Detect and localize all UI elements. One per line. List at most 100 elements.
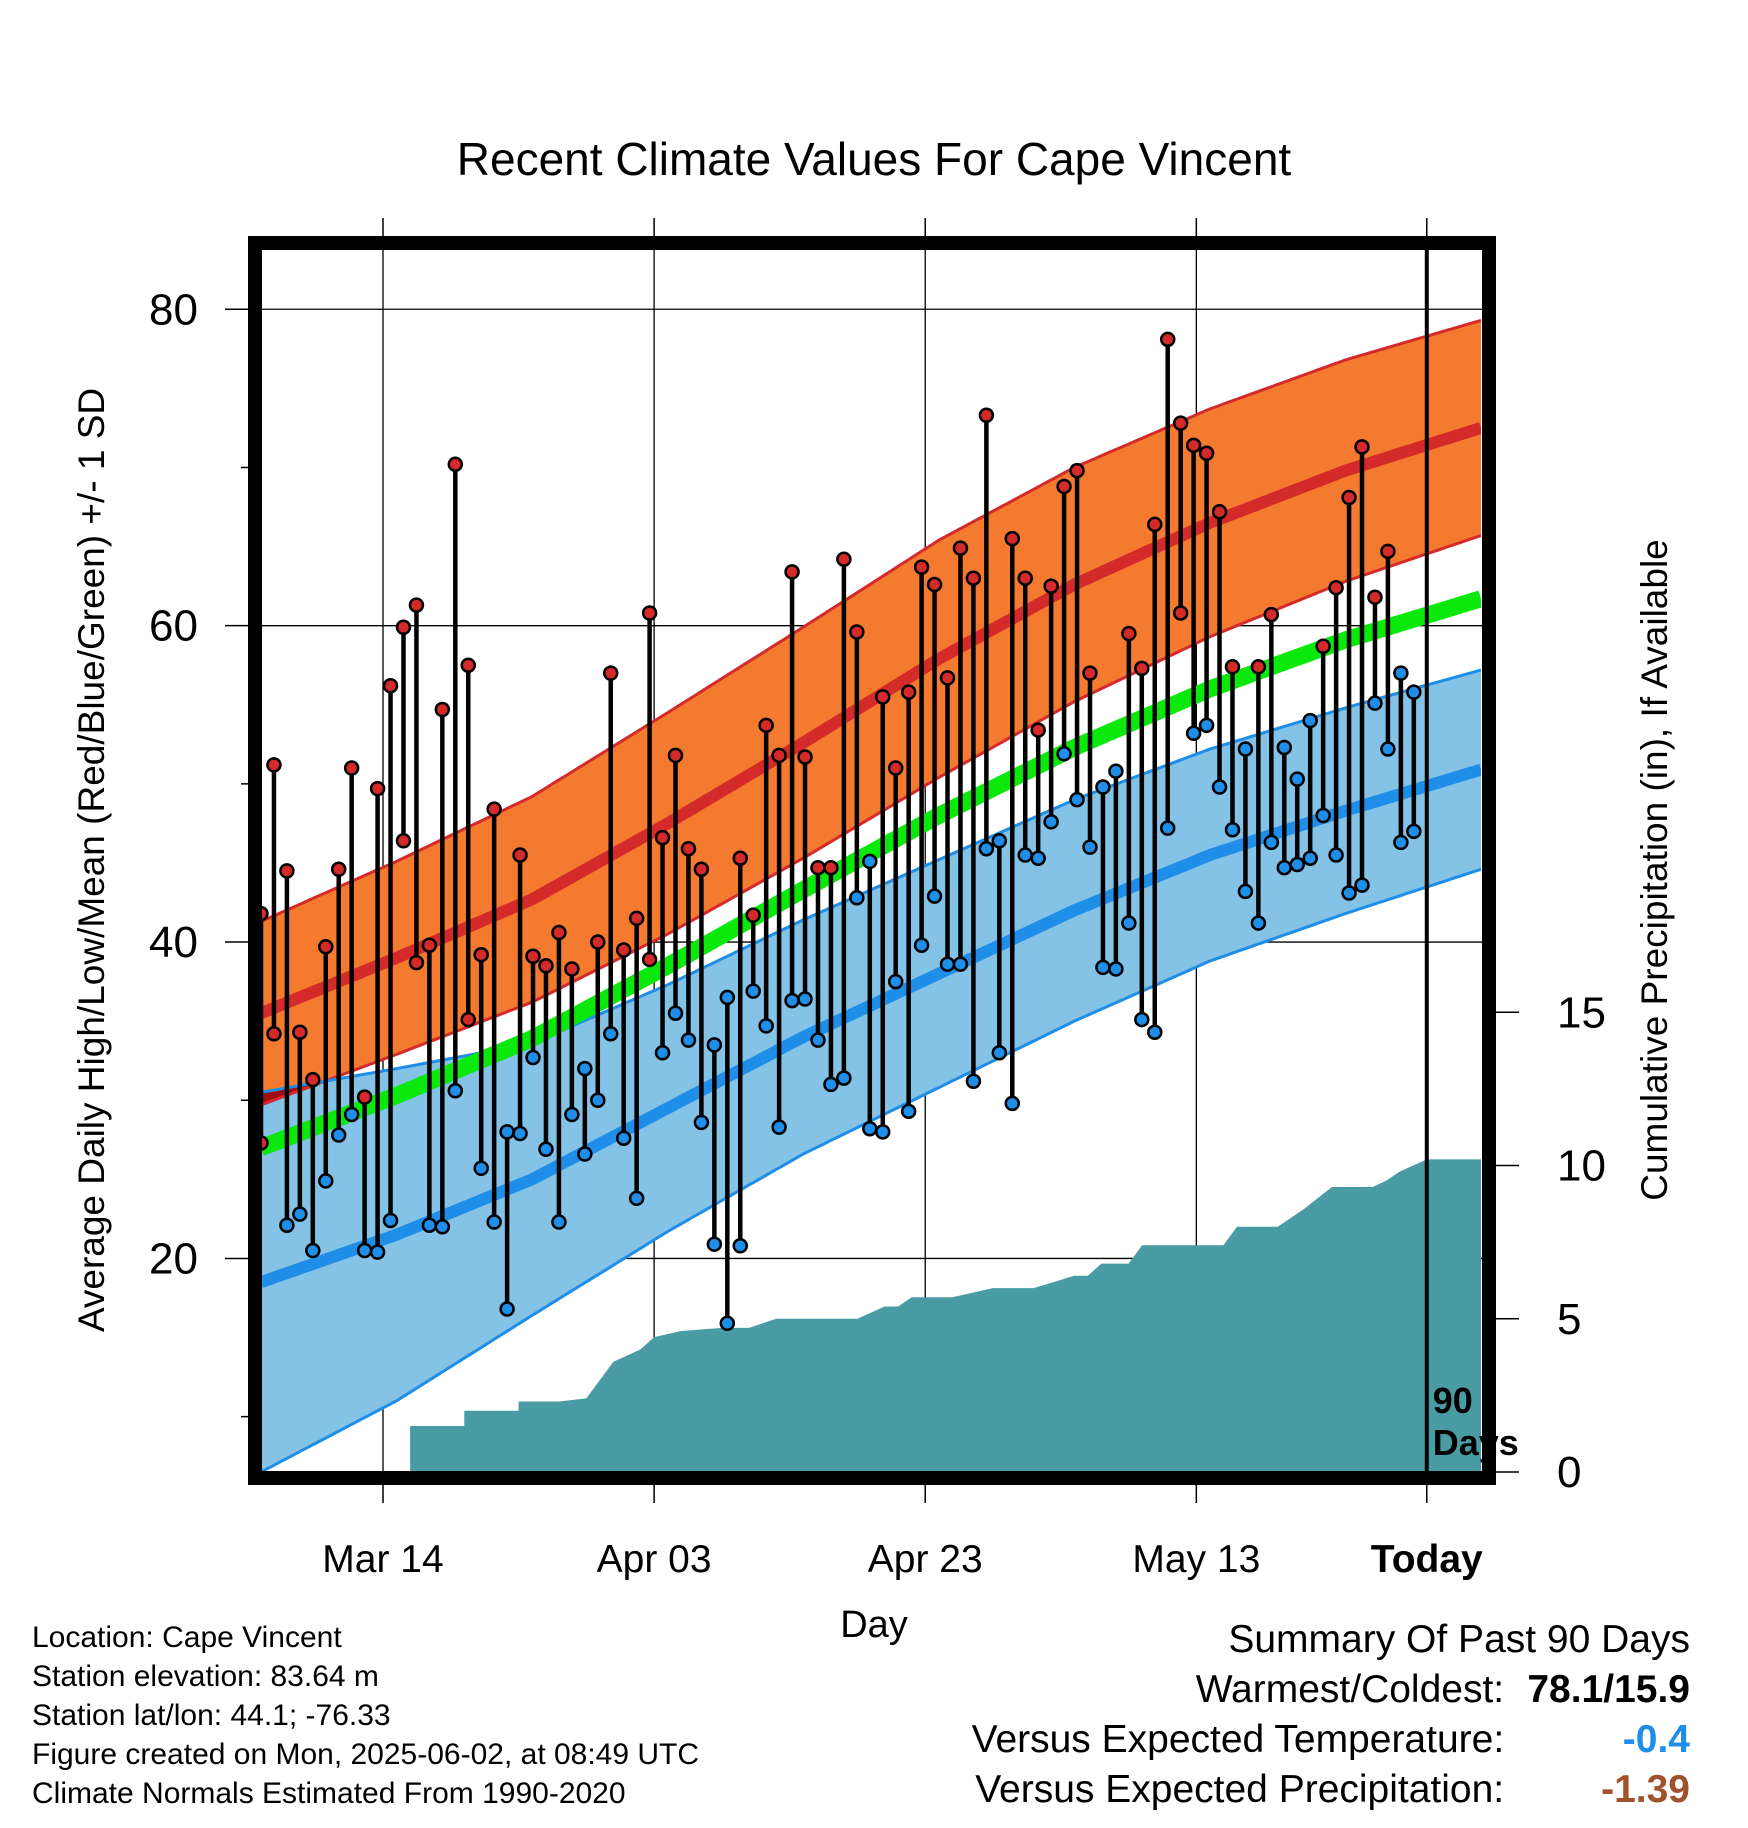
daily-low-point-89 <box>1393 834 1409 851</box>
daily-high-point-63 <box>1056 478 1072 495</box>
daily-low-point-66 <box>1095 959 1111 976</box>
summary-temperature: Versus Expected Temperature: -0.4 <box>972 1715 1690 1765</box>
x-tick-label-mar-14: Mar 14 <box>322 1538 443 1581</box>
daily-low-point-17 <box>460 1011 476 1028</box>
daily-high-point-26 <box>577 1060 593 1077</box>
today-days-word: Days <box>1433 1422 1519 1463</box>
daily-high-point-7 <box>330 861 347 878</box>
daily-low-point-31 <box>641 951 658 968</box>
y-right-tick-label-5: 5 <box>1557 1295 1581 1344</box>
daily-low-point-41 <box>771 1119 787 1135</box>
daily-high-point-25 <box>564 961 580 977</box>
daily-low-point-12 <box>395 833 412 849</box>
daily-high-point-70 <box>1147 516 1163 533</box>
daily-low-point-43 <box>797 991 813 1007</box>
daily-low-point-44 <box>810 1032 826 1048</box>
normal-mean-line <box>261 590 1481 1156</box>
daily-low-point-79 <box>1263 834 1280 851</box>
daily-high-point-32 <box>654 829 671 846</box>
warm-cold-value: 78.1/15.9 <box>1527 1668 1690 1711</box>
daily-low-point-86 <box>1354 877 1370 893</box>
daily-low-point-61 <box>1030 850 1046 866</box>
daily-low-point-72 <box>1172 605 1189 621</box>
daily-high-point-16 <box>447 456 464 473</box>
daily-high-point-13 <box>408 597 425 613</box>
chart-title: Recent Climate Values For Cape Vincent <box>457 133 1292 185</box>
daily-low-point-45 <box>823 1076 839 1093</box>
daily-low-point-57 <box>978 840 995 857</box>
daily-high-point-34 <box>680 840 697 857</box>
daily-high-point-23 <box>538 958 554 974</box>
daily-high-point-72 <box>1172 415 1189 431</box>
temp-value: -0.4 <box>1622 1718 1690 1761</box>
high-band-lower-edge <box>261 534 1481 1107</box>
daily-low-point-48 <box>862 1120 878 1137</box>
daily-low-point-46 <box>836 1070 852 1086</box>
daily-high-point-64 <box>1069 462 1085 479</box>
daily-high-point-55 <box>952 540 969 556</box>
daily-low-point-76 <box>1224 821 1241 838</box>
summary-title: Summary Of Past 90 Days <box>1228 1618 1690 1661</box>
daily-high-point-14 <box>421 937 438 953</box>
daily-high-point-28 <box>602 665 619 681</box>
daily-low-point-65 <box>1082 839 1098 855</box>
daily-high-point-48 <box>862 853 878 870</box>
daily-high-point-87 <box>1367 589 1383 605</box>
daily-high-point-44 <box>810 859 826 876</box>
daily-high-point-9 <box>356 1089 373 1105</box>
daily-low-point-83 <box>1315 807 1331 824</box>
daily-high-point-65 <box>1082 665 1098 681</box>
daily-low-point-81 <box>1289 856 1305 873</box>
y-left-tick-label-80: 80 <box>149 285 198 334</box>
daily-low-point-39 <box>745 983 761 999</box>
daily-low-point-6 <box>318 1173 334 1189</box>
daily-low-point-90 <box>1406 823 1422 840</box>
daily-high-point-81 <box>1289 771 1305 787</box>
daily-low-point-67 <box>1108 961 1124 977</box>
daily-low-point-15 <box>434 1219 451 1235</box>
daily-high-point-12 <box>395 619 412 635</box>
daily-high-point-67 <box>1108 763 1124 779</box>
daily-high-point-50 <box>887 760 904 776</box>
daily-high-point-46 <box>836 551 852 567</box>
y-left-tick-label-60: 60 <box>149 602 198 651</box>
daily-low-point-19 <box>486 1214 502 1230</box>
daily-low-point-2 <box>266 1026 282 1042</box>
daily-high-point-8 <box>343 760 360 776</box>
daily-high-point-56 <box>965 570 982 586</box>
daily-low-point-60 <box>1017 847 1033 863</box>
daily-low-point-84 <box>1328 847 1344 863</box>
daily-low-point-20 <box>499 1301 515 1317</box>
daily-high-point-2 <box>266 757 282 773</box>
daily-high-point-36 <box>706 1037 723 1053</box>
axes: 20 40 60 80 0 5 10 15 Mar 14 Apr 03 Apr 23 May 13 To… <box>149 218 1606 1581</box>
daily-low-point-25 <box>564 1106 580 1123</box>
daily-high-point-77 <box>1237 741 1254 757</box>
daily-high-point-61 <box>1030 722 1046 738</box>
daily-low-point-33 <box>667 1005 684 1021</box>
daily-high-point-54 <box>939 670 956 686</box>
high-sd-band <box>261 320 1481 1105</box>
daily-high-point-47 <box>849 624 865 640</box>
daily-high-point-22 <box>525 948 541 965</box>
daily-low-point-55 <box>952 956 969 972</box>
plot-frame <box>248 236 1496 1485</box>
daily-high-point-73 <box>1185 437 1202 454</box>
daily-low-point-50 <box>887 973 904 990</box>
precip-value: -1.39 <box>1601 1768 1690 1811</box>
daily-low-point-16 <box>447 1083 464 1099</box>
daily-low-point-34 <box>680 1032 697 1048</box>
daily-points <box>253 331 1422 1332</box>
daily-high-point-42 <box>784 564 800 580</box>
daily-low-point-59 <box>1004 1095 1021 1112</box>
daily-high-point-4 <box>292 1024 308 1040</box>
daily-high-point-85 <box>1341 489 1357 506</box>
daily-high-point-45 <box>823 859 839 876</box>
daily-low-point-29 <box>615 1130 632 1146</box>
daily-low-point-63 <box>1056 746 1072 762</box>
daily-low-point-24 <box>551 1214 567 1230</box>
daily-high-point-3 <box>279 863 295 879</box>
daily-low-point-14 <box>421 1217 438 1233</box>
daily-low-point-58 <box>991 1045 1008 1061</box>
